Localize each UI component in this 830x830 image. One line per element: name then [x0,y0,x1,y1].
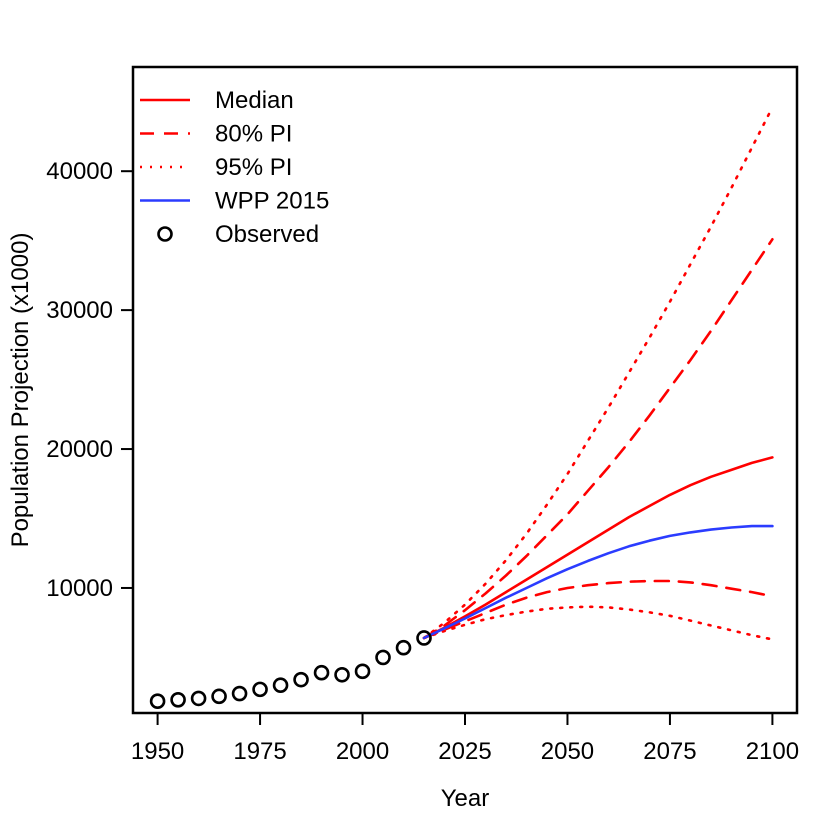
series-line-80-pi-upper [422,238,774,640]
observed-point [190,690,207,707]
observed-point [416,630,432,646]
series-line-95-pi-lower [422,605,774,641]
observed-point [211,688,227,705]
legend-marker-observed [157,226,173,242]
legend-label: WPP 2015 [215,188,329,215]
y-tick-label: 40000 [46,158,113,185]
y-tick-label: 10000 [46,575,113,602]
x-tick-label: 2050 [541,738,594,765]
x-tick-label: 1950 [131,738,184,765]
x-axis-label: Year [441,785,490,812]
legend-label: 80% PI [215,121,292,148]
series-line-median [422,456,774,640]
legend-label: Observed [215,221,319,248]
x-tick-label: 2000 [336,738,389,765]
x-axis: 1950 1975 2000 2025 2050 2075 2100 [131,713,799,765]
x-tick-label: 2025 [438,738,491,765]
x-tick-label: 2075 [643,738,696,765]
legend-label: 95% PI [215,154,292,181]
observed-points [149,630,432,709]
legend: Median 80% PI 95% PI WPP 2015 Observed [140,87,329,248]
observed-point [293,671,309,688]
observed-point [170,692,186,708]
series-line-wpp-2015 [422,524,774,640]
x-tick-label: 1975 [233,738,286,765]
series-line-95-pi-upper [422,106,774,640]
series-line-80-pi-lower [422,579,774,640]
legend-label: Median [215,87,294,114]
x-tick-label: 2100 [746,738,799,765]
y-tick-label: 30000 [46,297,113,324]
observed-point [354,663,371,680]
observed-point [395,639,412,656]
observed-point [231,685,248,702]
observed-point [149,693,166,709]
observed-point [252,681,268,698]
observed-point [313,664,330,681]
y-axis: 10000 20000 30000 40000 [46,158,133,602]
y-tick-label: 20000 [46,436,113,463]
y-axis-label: Population Projection (x1000) [7,233,34,548]
series-layer [422,106,774,641]
observed-point [272,677,289,694]
observed-point [375,649,391,666]
observed-point [334,666,350,683]
